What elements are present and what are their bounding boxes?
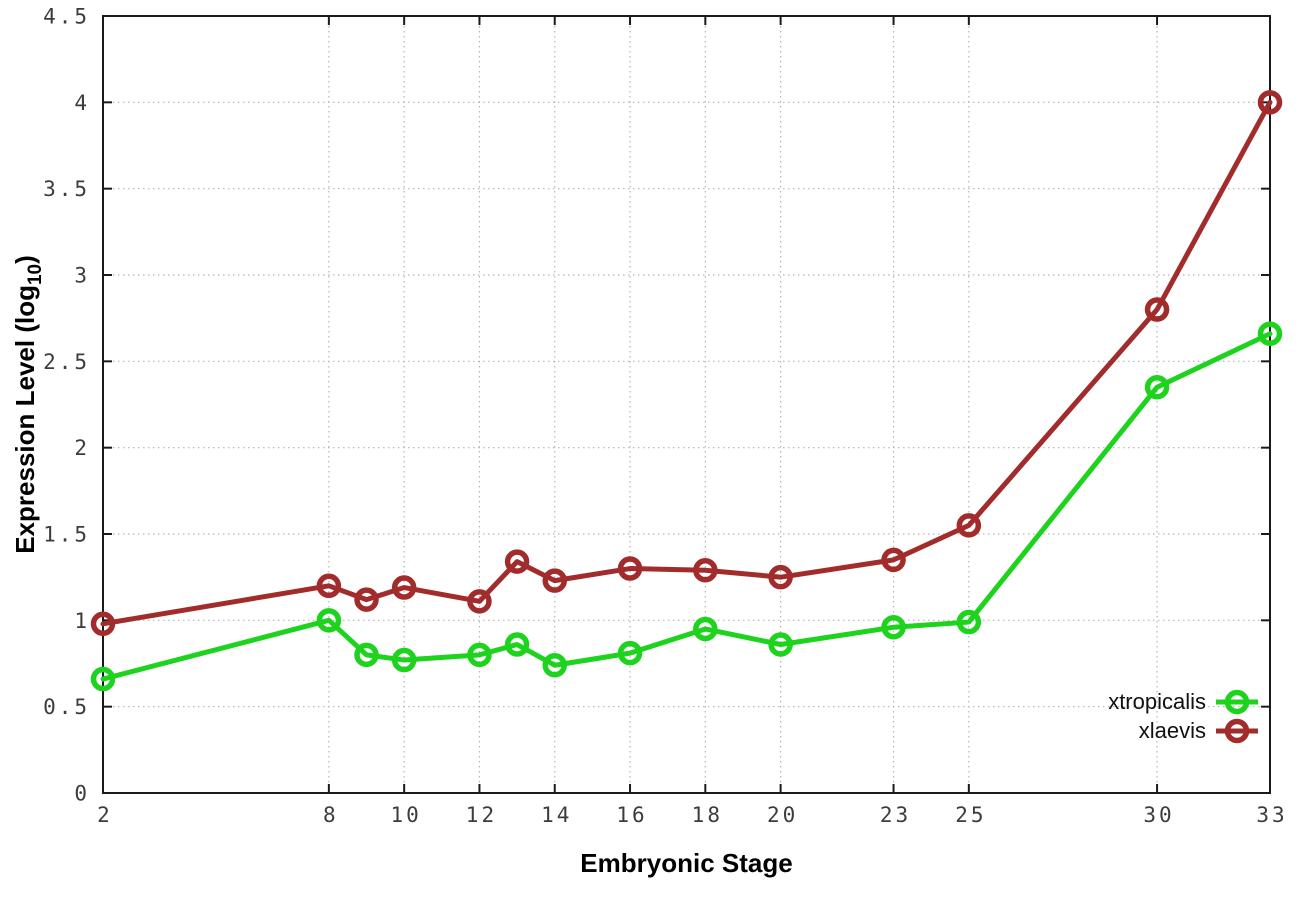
x-tick-label: 23	[880, 803, 911, 827]
data-point	[542, 652, 567, 678]
series-line	[100, 99, 1273, 627]
data-point	[1144, 374, 1170, 400]
data-point	[504, 632, 530, 657]
data-point	[768, 564, 793, 590]
x-tick-label: 8	[323, 803, 339, 827]
axis-tick-marks	[102, 15, 1271, 794]
y-tick-label: 1	[74, 609, 90, 633]
legend-entry-xtropicalis: xtropicalis	[1108, 689, 1258, 715]
y-tick-label: 2.5	[43, 350, 90, 374]
data-point	[316, 608, 342, 633]
data-point	[1144, 297, 1170, 322]
data-point	[693, 616, 718, 642]
y-title-main: Expression Level (log	[10, 285, 40, 554]
data-point	[504, 549, 530, 574]
x-tick-label: 20	[767, 803, 798, 827]
x-tick-label: 18	[692, 803, 723, 827]
y-tick-label: 0	[74, 782, 90, 806]
data-point	[467, 642, 492, 668]
x-tick-label: 33	[1256, 803, 1287, 827]
legend-label: xtropicalis	[1108, 689, 1206, 714]
plot-border	[102, 15, 1271, 794]
data-point	[617, 556, 643, 581]
x-tick-label: 10	[391, 803, 422, 827]
data-point	[316, 573, 342, 599]
data-point	[90, 611, 116, 637]
x-tick-label: 2	[97, 803, 113, 827]
legend-entry-xlaevis: xlaevis	[1139, 718, 1258, 744]
data-point	[693, 558, 718, 583]
data-point	[1257, 90, 1283, 115]
legend-marker-sample	[1224, 718, 1250, 744]
data-point	[956, 609, 982, 635]
y-axis-title: Expression Level (log10)	[10, 255, 46, 554]
y-tick-label: 3	[74, 264, 90, 288]
data-point	[391, 647, 417, 673]
y-tick-label: 4	[74, 91, 90, 115]
data-point	[881, 547, 906, 573]
x-tick-labels: 2 8 10 12 14 16 18 20 23 25 30 33	[97, 803, 1287, 827]
data-point	[354, 587, 379, 612]
x-tick-label: 12	[466, 803, 497, 827]
series-line	[100, 331, 1273, 682]
data-point	[768, 632, 793, 657]
x-tick-label: 30	[1143, 803, 1174, 827]
x-tick-label: 14	[541, 803, 572, 827]
legend-label: xlaevis	[1139, 718, 1206, 743]
data-point	[956, 513, 982, 538]
series-xlaevis	[90, 90, 1283, 637]
y-tick-labels: 0 0.5 1 1.5 2 2.5 3 3.5 4 4.5	[43, 5, 90, 806]
x-axis-title: Embryonic Stage	[580, 848, 792, 878]
plot-frame	[102, 15, 1271, 794]
legend: xtropicalis xlaevis	[1108, 689, 1258, 744]
gridlines	[102, 15, 1271, 794]
data-point	[1257, 321, 1283, 346]
data-point	[90, 666, 116, 692]
legend-marker-sample	[1224, 689, 1250, 715]
y-tick-label: 3.5	[43, 177, 90, 201]
data-point	[391, 575, 417, 600]
data-point	[542, 568, 567, 593]
x-tick-label: 16	[616, 803, 647, 827]
data-point	[354, 642, 379, 668]
data-point	[467, 589, 492, 614]
y-title-close: )	[10, 255, 40, 264]
x-tick-label: 25	[955, 803, 986, 827]
data-series	[90, 90, 1283, 692]
y-tick-label: 2	[74, 436, 90, 460]
y-title-subscript: 10	[25, 264, 46, 285]
series-xtropicalis	[90, 321, 1283, 692]
data-point	[617, 640, 643, 666]
y-tick-label: 4.5	[43, 5, 90, 29]
y-tick-label: 0.5	[43, 695, 90, 719]
data-point	[881, 614, 906, 640]
y-tick-label: 1.5	[43, 523, 90, 547]
